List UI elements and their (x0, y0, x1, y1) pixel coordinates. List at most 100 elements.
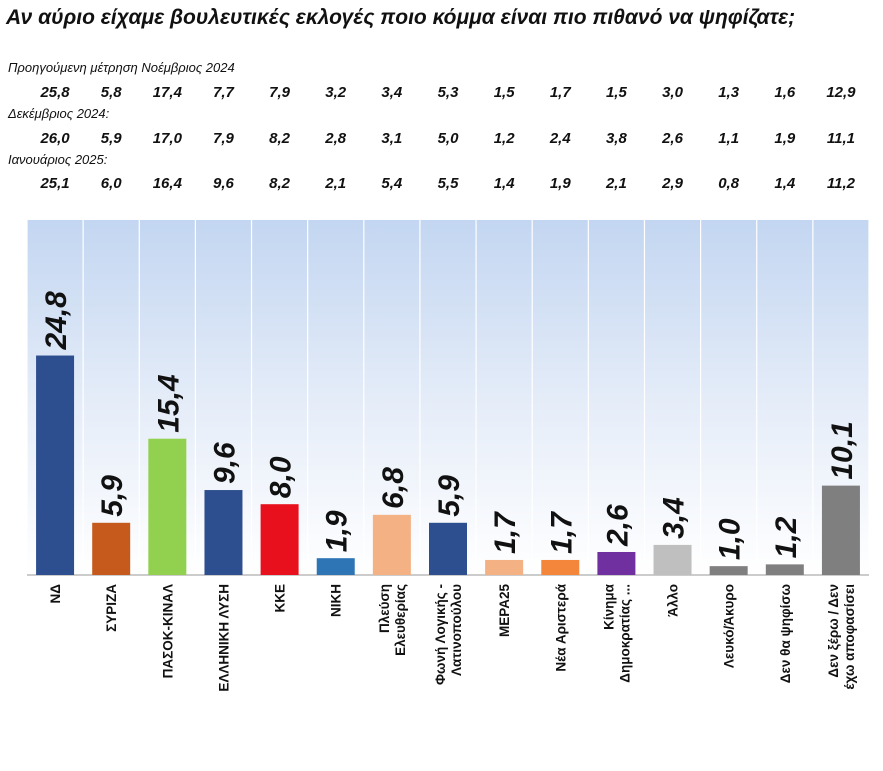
category-label: Φωνή Λογικής - (433, 584, 448, 685)
previous-value: 8,2 (269, 175, 291, 192)
bar (597, 551, 636, 575)
previous-value: 1,9 (549, 175, 571, 192)
previous-value: 1,7 (549, 84, 571, 101)
bar (541, 559, 580, 575)
previous-value: 1,4 (774, 175, 796, 192)
bar (204, 490, 243, 575)
previous-value: 1,4 (493, 175, 515, 192)
value-label: 1,2 (770, 516, 803, 558)
previous-value: 5,3 (437, 84, 459, 101)
previous-value: 11,1 (826, 130, 855, 147)
previous-value: 1,5 (605, 84, 627, 101)
previous-value: 5,5 (437, 175, 459, 192)
category-label: ΣΥΡΙΖΑ (104, 584, 119, 632)
period-label: Προηγούμενη μέτρηση Νοέμβριος 2024 (8, 60, 235, 75)
category-label: ΜΕΡΑ25 (497, 584, 512, 638)
previous-value: 1,9 (774, 130, 796, 147)
value-label: 1,7 (545, 511, 578, 554)
previous-value: 2,8 (325, 130, 347, 147)
category-label: ΝΔ (48, 584, 63, 604)
value-label: 6,8 (377, 467, 410, 509)
value-labels-group: 24,8 5,9 15,4 9,6 8,0 1,9 6,8 5,9 1,7 1,7 2,6 3,4 1,… (40, 291, 859, 560)
period-label: Δεκέμβριος 2024: (8, 106, 110, 121)
value-label: 10,1 (826, 421, 859, 479)
category-labels-group: ΝΔ ΣΥΡΙΖΑ ΠΑΣΟΚ-ΚΙΝΑΛ ΕΛΛΗΝΙΚΗ ΛΥΣΗ ΚΚΕ ΝΙΚΗ Π… (48, 583, 857, 691)
value-label: 1,7 (489, 511, 522, 554)
previous-value: 7,9 (213, 130, 234, 147)
bar (260, 504, 299, 575)
category-label: Ελευθερίας (393, 584, 408, 656)
previous-value: 7,7 (213, 84, 234, 101)
category-label: ΕΛΛΗΝΙΚΗ ΛΥΣΗ (216, 584, 231, 692)
value-label: 8,0 (265, 456, 298, 498)
category-label: ΠΑΣΟΚ-ΚΙΝΑΛ (160, 584, 175, 678)
category-label: Νέα Αριστερά (553, 583, 568, 671)
previous-value: 1,1 (718, 130, 740, 147)
value-label: 9,6 (208, 442, 241, 484)
previous-value: 26,0 (40, 130, 70, 147)
bar (372, 514, 411, 575)
previous-value: 0,8 (718, 175, 740, 192)
previous-value: 3,2 (325, 84, 347, 101)
previous-value: 17,4 (152, 84, 182, 101)
category-label: Λευκό/Άκυρο (722, 584, 737, 668)
value-label: 15,4 (152, 374, 185, 433)
previous-value: 12,9 (826, 84, 856, 101)
page-title: Αν αύριο είχαμε βουλευτικές εκλογές ποιο… (6, 6, 796, 29)
category-label: Άλλο (666, 584, 681, 617)
previous-value: 11,2 (826, 175, 855, 192)
previous-value: 1,2 (493, 130, 515, 147)
bars-group (36, 355, 860, 575)
category-label: Λατινοπούλου (449, 584, 464, 676)
bar (709, 566, 748, 575)
previous-value: 8,2 (269, 130, 291, 147)
previous-value: 2,1 (325, 175, 347, 192)
previous-value: 2,4 (549, 130, 571, 147)
previous-value: 1,5 (493, 84, 515, 101)
previous-value: 3,8 (605, 130, 627, 147)
column-dividers (26, 220, 870, 575)
category-label: έχω αποφασίσει (842, 584, 857, 690)
category-label: Δημοκρατίας ... (617, 584, 632, 683)
previous-value: 25,8 (40, 84, 70, 101)
bar (485, 559, 524, 575)
bar (92, 522, 131, 575)
bar (765, 564, 804, 575)
previous-value: 6,0 (100, 175, 122, 192)
value-label: 5,9 (96, 475, 129, 517)
previous-value: 5,4 (381, 175, 403, 192)
previous-value: 9,6 (213, 175, 234, 192)
category-label: Πλεύση (377, 584, 392, 633)
previous-value: 1,6 (774, 84, 796, 101)
value-label: 5,9 (433, 475, 466, 517)
previous-value: 2,1 (605, 175, 627, 192)
value-label: 2,6 (601, 504, 634, 547)
bar (36, 355, 75, 575)
previous-value: 5,0 (437, 130, 459, 147)
previous-value: 1,3 (718, 84, 740, 101)
category-label: Δεν ξέρω / Δεν (826, 584, 841, 678)
category-label: Κίνημα (601, 583, 616, 630)
previous-value: 25,1 (40, 175, 70, 192)
value-label: 1,0 (714, 518, 747, 560)
previous-value: 3,4 (381, 84, 403, 101)
bar (316, 558, 355, 575)
previous-value: 5,8 (100, 84, 122, 101)
value-label: 24,8 (40, 291, 73, 351)
category-label: ΝΙΚΗ (329, 584, 344, 617)
value-label: 1,9 (321, 510, 354, 552)
bar (148, 438, 187, 575)
previous-value: 3,1 (381, 130, 403, 147)
previous-value: 17,0 (152, 130, 182, 147)
bar (821, 485, 860, 575)
category-label: Δεν θα ψηφίσω (778, 584, 793, 683)
bar (429, 522, 467, 575)
bar (653, 544, 692, 575)
previous-value: 16,4 (152, 175, 182, 192)
previous-value: 2,6 (662, 130, 683, 147)
category-label: ΚΚΕ (273, 584, 288, 613)
value-label: 3,4 (658, 497, 691, 539)
previous-value: 7,9 (269, 84, 291, 101)
previous-value: 5,9 (100, 130, 122, 147)
